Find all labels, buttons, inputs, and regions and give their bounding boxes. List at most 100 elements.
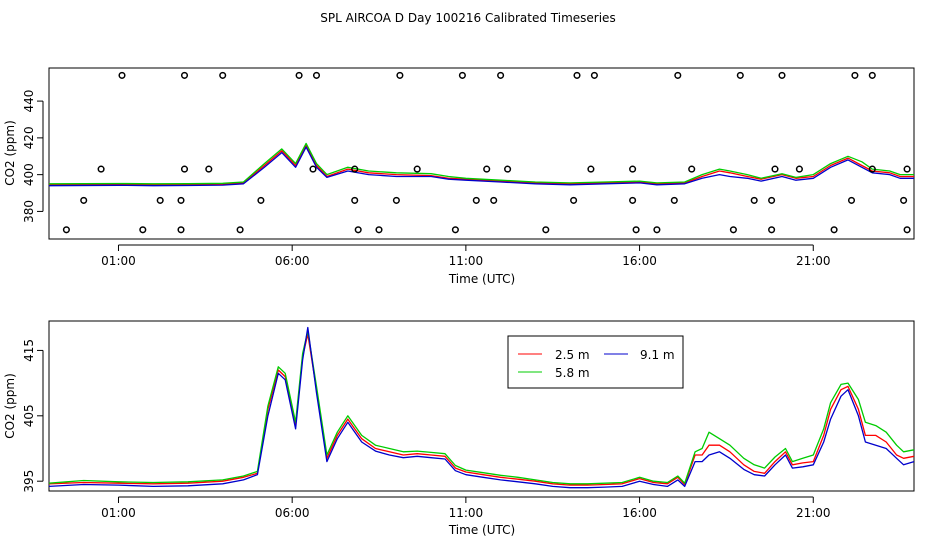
calibration-point [903, 226, 911, 234]
calibration-point [847, 196, 856, 204]
legend-box [507, 335, 684, 389]
y-axis-label-bottom: CO2 (ppm) [3, 373, 17, 439]
y-tick-label-bottom: 405 [22, 404, 36, 427]
figure-title: SPL AIRCOA D Day 100216 Calibrated Times… [320, 11, 615, 25]
calibration-point [375, 226, 383, 234]
calibration-point [351, 165, 359, 173]
calibration-point [570, 196, 578, 204]
calibration-point [868, 71, 876, 79]
series-lines-top [48, 142, 914, 187]
x-tick-label-bottom: 11:00 [449, 506, 484, 520]
plot-frame-top [48, 67, 915, 240]
calibration-point [497, 71, 505, 79]
calibration-point [177, 196, 185, 204]
y-tick-label-bottom: 395 [22, 470, 36, 493]
calibration-point [688, 165, 696, 173]
calibration-point [177, 226, 185, 234]
y-axis-bottom: 395 405 415 [22, 339, 44, 493]
calibration-point [483, 165, 491, 173]
plot-frame-bottom [48, 320, 915, 492]
y-axis-label-top: CO2 (ppm) [3, 120, 17, 186]
calibration-point [351, 196, 359, 204]
calibration-point [868, 165, 876, 173]
series-lines-bottom [48, 326, 915, 489]
calibration-point [573, 71, 581, 79]
legend-label-9-1m: 9.1 m [640, 348, 675, 362]
calibration-point [851, 71, 859, 79]
y-tick-label-top: 380 [22, 200, 36, 223]
calibration-point [354, 226, 362, 234]
calibration-point [830, 226, 838, 234]
calibration-point [219, 71, 227, 79]
calibration-point [257, 196, 265, 204]
calibration-point [903, 165, 911, 173]
series-line-bottom-5-8-m [48, 330, 915, 485]
calibration-point [590, 71, 598, 79]
calibration-point [205, 165, 213, 173]
calibration-point [900, 196, 908, 204]
legend-label-2-5m: 2.5 m [555, 348, 590, 362]
y-tick-label-bottom: 415 [22, 339, 36, 362]
x-axis-bottom: 01:00 06:00 11:00 16:00 21:00 [101, 496, 831, 520]
series-line-top-2-5-m [48, 144, 914, 186]
x-axis-top: 01:00 06:00 11:00 16:00 21:00 [101, 244, 831, 268]
calibration-point [139, 226, 147, 234]
x-tick-label-bottom: 21:00 [796, 506, 831, 520]
calibration-point [180, 165, 189, 173]
x-tick-label-top: 06:00 [275, 254, 310, 268]
calibration-point [118, 71, 126, 79]
calibration-point [795, 165, 803, 173]
calibration-point [472, 196, 480, 204]
x-tick-label-top: 16:00 [622, 254, 657, 268]
calibration-point [768, 226, 776, 234]
calibration-point [768, 196, 776, 204]
x-tick-label-bottom: 01:00 [101, 506, 136, 520]
y-tick-label-top: 420 [22, 126, 36, 149]
calibration-point [180, 71, 189, 79]
calibration-points-top [62, 71, 911, 234]
x-tick-label-bottom: 16:00 [622, 506, 657, 520]
calibration-point [542, 226, 550, 234]
calibration-point [295, 71, 303, 79]
x-tick-label-top: 11:00 [449, 254, 484, 268]
series-line-bottom-2-5-m [48, 333, 915, 486]
y-axis-top: 380 400 420 440 [22, 90, 44, 223]
calibration-point [629, 196, 637, 204]
panel-bottom: 01:00 06:00 11:00 16:00 21:00 395 405 415 Time… [3, 320, 915, 537]
calibration-point [312, 71, 321, 79]
panel-top: 01:00 06:00 11:00 16:00 21:00 380 400 420 440 T… [3, 67, 915, 286]
calibration-point [670, 196, 678, 204]
calibration-point [490, 196, 498, 204]
series-line-bottom-9-1-m [48, 326, 915, 489]
calibration-point [309, 165, 317, 173]
calibration-point [587, 165, 595, 173]
calibration-point [750, 196, 758, 204]
x-axis-label-bottom: Time (UTC) [448, 523, 515, 537]
calibration-point [771, 165, 779, 173]
calibration-point [236, 226, 244, 234]
series-line-top-9-1-m [48, 146, 914, 187]
calibration-point [632, 226, 640, 234]
calibration-point [653, 226, 661, 234]
legend: 2.5 m 5.8 m 9.1 m [507, 335, 684, 389]
calibration-point [396, 71, 404, 79]
y-tick-label-top: 400 [22, 163, 36, 186]
series-line-top-5-8-m [48, 142, 914, 185]
calibration-point [736, 71, 744, 79]
calibration-point [451, 226, 459, 234]
legend-label-5-8m: 5.8 m [555, 366, 590, 380]
x-tick-label-top: 01:00 [101, 254, 136, 268]
calibration-point [80, 196, 88, 204]
calibration-point [629, 165, 637, 173]
calibration-point [504, 165, 512, 173]
calibration-point [674, 71, 682, 79]
calibration-point [62, 226, 70, 234]
calibration-point [97, 165, 105, 173]
calibration-point [413, 165, 421, 173]
x-tick-label-top: 21:00 [796, 254, 831, 268]
calibration-point [458, 71, 466, 79]
calibration-point [392, 196, 400, 204]
x-axis-label-top: Time (UTC) [448, 272, 515, 286]
